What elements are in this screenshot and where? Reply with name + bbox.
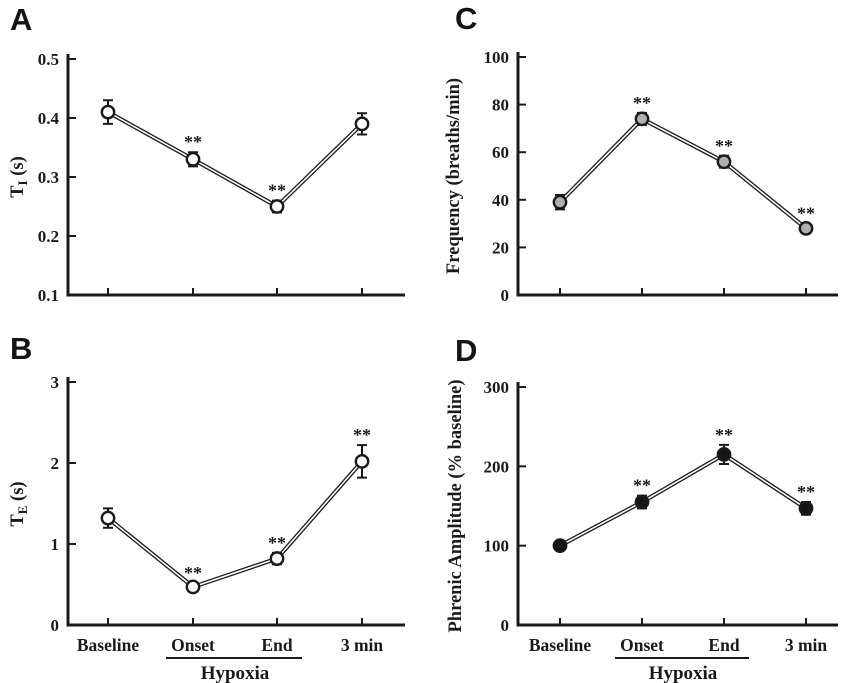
data-point-marker	[716, 154, 732, 170]
y-axis-label: TE (s)	[8, 481, 30, 526]
series-line	[559, 452, 808, 548]
x-category-label: 3 min	[341, 635, 384, 655]
data-point-marker	[552, 538, 568, 554]
data-point-marker	[716, 447, 732, 462]
data-point-marker	[798, 500, 814, 516]
y-tick-label: 0.3	[38, 168, 59, 187]
hypoxia-label: Hypoxia	[649, 663, 718, 683]
x-category-label: 3 min	[785, 635, 828, 655]
y-tick-label: 0.5	[38, 50, 59, 69]
y-tick-label: 1	[51, 535, 60, 554]
significance-label: **	[797, 204, 815, 224]
y-tick-label: 300	[484, 378, 510, 397]
x-category-label: Onset	[620, 635, 664, 655]
axes	[516, 52, 838, 297]
axes	[516, 382, 838, 627]
y-tick-label: 0.4	[38, 109, 60, 128]
data-point-marker	[185, 579, 201, 595]
y-axis-label: Frequency (breaths/min)	[444, 78, 464, 274]
significance-label: **	[715, 425, 733, 445]
panel-c-chart: 0 20 40 60 80 100 ** ** ** Frequency (breaths/min…	[444, 48, 838, 305]
data-point-marker	[269, 199, 285, 214]
data-point-marker	[634, 494, 650, 510]
x-category-label: Baseline	[77, 635, 139, 655]
panel-label-c: C	[455, 1, 478, 36]
data-point-marker	[552, 194, 568, 210]
significance-label: **	[268, 533, 286, 553]
y-tick-label: 2	[51, 454, 60, 473]
data-point-marker	[354, 116, 370, 132]
significance-label: **	[268, 181, 286, 201]
panel-d-chart: 0 100 200 300 ** ** ** Phrenic Amplitude (% bas…	[446, 378, 838, 683]
data-point-marker	[634, 111, 650, 127]
significance-label: **	[715, 136, 733, 156]
panel-label-b: B	[10, 331, 33, 366]
axes	[66, 54, 405, 297]
y-tick-label: 40	[492, 191, 509, 210]
data-point-marker	[185, 151, 201, 167]
y-tick-label: 80	[492, 96, 509, 115]
y-tick-label: 100	[484, 537, 510, 556]
panel-label-d: D	[455, 333, 478, 368]
y-tick-label: 0.2	[38, 227, 59, 246]
y-axis-label: TI (s)	[8, 156, 30, 198]
y-tick-label: 200	[484, 457, 510, 476]
x-category-label: End	[261, 635, 292, 655]
series-line	[106, 459, 364, 590]
y-tick-label: 0	[501, 616, 510, 635]
x-category-label: End	[708, 635, 739, 655]
panel-a-chart: 0.1 0.2 0.3 0.4 0.5 ** ** TI (s)	[8, 50, 405, 305]
series-line	[106, 110, 364, 209]
y-tick-label: 0.1	[38, 286, 59, 305]
x-category-label: Baseline	[529, 635, 591, 655]
data-point-marker	[269, 551, 285, 566]
significance-label: **	[633, 476, 651, 496]
y-tick-label: 100	[484, 48, 510, 67]
panel-b-chart: 0 1 2 3 ** ** ** TE (s) Baseline Onset End 3 min Hyp…	[8, 373, 405, 683]
y-tick-label: 0	[51, 616, 60, 635]
data-point-marker	[354, 453, 370, 469]
series-line-core	[107, 111, 363, 208]
y-tick-label: 20	[492, 238, 509, 257]
y-tick-label: 60	[492, 143, 509, 162]
series-line-core	[559, 453, 807, 547]
hypoxia-label: Hypoxia	[201, 663, 270, 683]
y-axis-label: Phrenic Amplitude (% baseline)	[446, 379, 466, 632]
significance-label: **	[633, 93, 651, 113]
series-line	[558, 116, 808, 230]
panel-label-a: A	[10, 2, 33, 37]
significance-label: **	[353, 425, 371, 445]
series-line-core	[107, 460, 363, 588]
axes	[66, 377, 405, 627]
y-tick-label: 3	[51, 373, 60, 392]
data-point-marker	[100, 510, 116, 526]
data-point-marker	[798, 220, 814, 236]
significance-label: **	[184, 132, 202, 152]
data-point-marker	[100, 104, 116, 120]
y-tick-label: 0	[501, 286, 510, 305]
significance-label: **	[184, 563, 202, 583]
series-line-core	[559, 118, 807, 229]
significance-label: **	[797, 482, 815, 502]
x-category-label: Onset	[171, 635, 215, 655]
